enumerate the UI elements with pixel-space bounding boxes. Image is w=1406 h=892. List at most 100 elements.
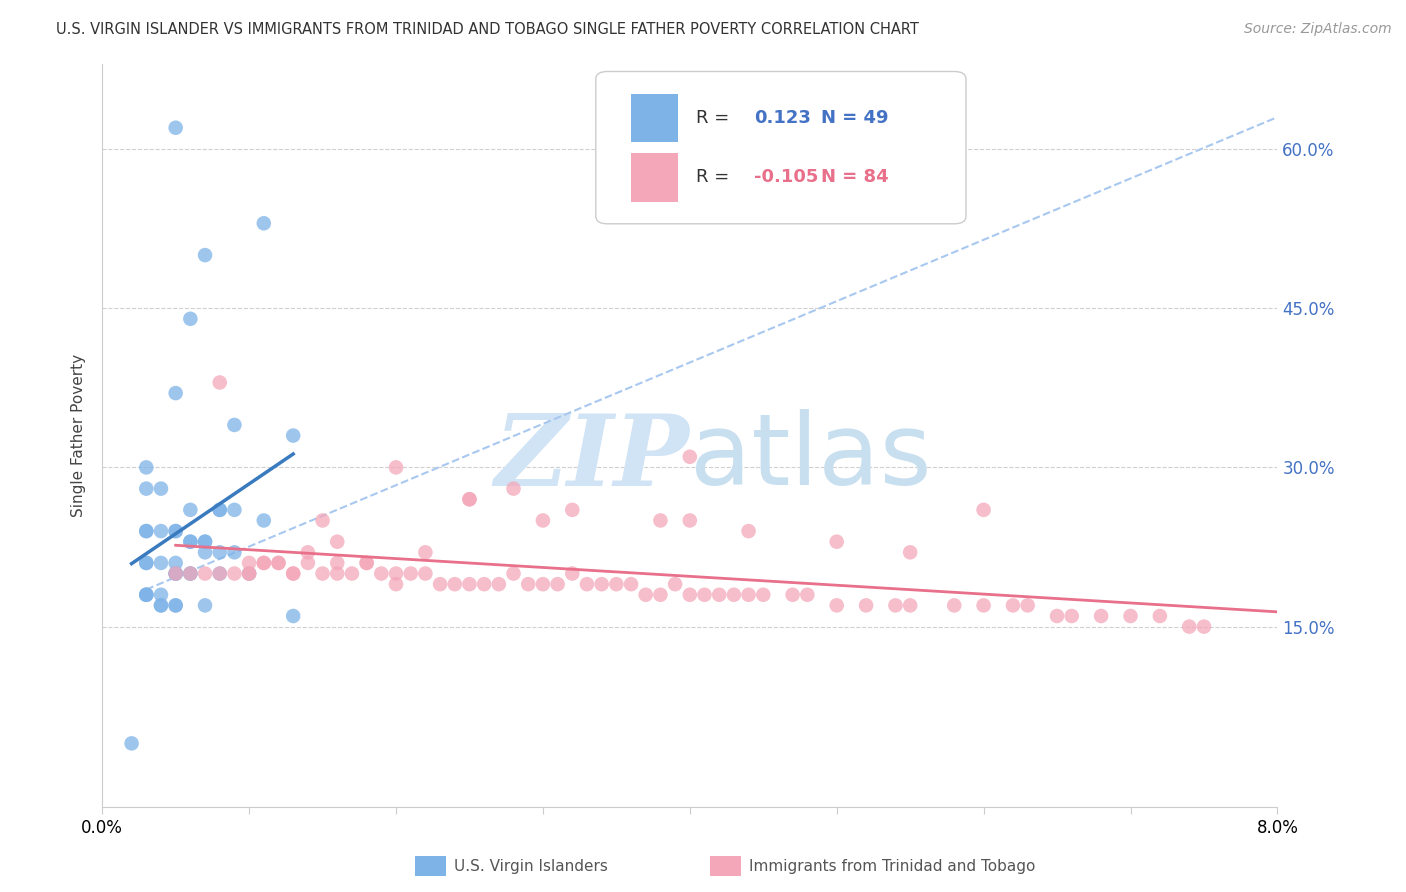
FancyBboxPatch shape	[596, 71, 966, 224]
Point	[1046, 609, 1069, 624]
Point	[429, 577, 451, 591]
Point	[135, 556, 157, 570]
Point	[1060, 609, 1083, 624]
Point	[1192, 619, 1215, 633]
Point	[135, 524, 157, 538]
Point	[311, 566, 333, 581]
Point	[399, 566, 422, 581]
Point	[723, 588, 745, 602]
Point	[135, 588, 157, 602]
Point	[165, 386, 187, 401]
Point	[561, 503, 583, 517]
Text: N = 49: N = 49	[821, 109, 889, 127]
Point	[283, 609, 305, 624]
Point	[415, 566, 437, 581]
Point	[224, 417, 246, 432]
Point	[224, 566, 246, 581]
Point	[973, 599, 995, 613]
Point	[165, 120, 187, 135]
Point	[591, 577, 613, 591]
Y-axis label: Single Father Poverty: Single Father Poverty	[72, 354, 86, 517]
Point	[267, 556, 290, 570]
Point	[165, 566, 187, 581]
Point	[149, 599, 172, 613]
Point	[149, 588, 172, 602]
Point	[385, 460, 408, 475]
Point	[898, 599, 921, 613]
Point	[737, 588, 759, 602]
Point	[370, 566, 392, 581]
Point	[208, 545, 231, 559]
Point	[488, 577, 510, 591]
Point	[194, 545, 217, 559]
Point	[693, 588, 716, 602]
Point	[415, 545, 437, 559]
Point	[311, 513, 333, 527]
Point	[443, 577, 465, 591]
Point	[179, 503, 201, 517]
Point	[1119, 609, 1142, 624]
Point	[517, 577, 540, 591]
Point	[884, 599, 907, 613]
Point	[709, 588, 731, 602]
Point	[898, 545, 921, 559]
Point	[253, 513, 276, 527]
Point	[620, 577, 643, 591]
Point	[561, 566, 583, 581]
Point	[135, 588, 157, 602]
Text: N = 84: N = 84	[821, 168, 889, 186]
Point	[737, 524, 759, 538]
Point	[253, 556, 276, 570]
Point	[283, 566, 305, 581]
Point	[194, 534, 217, 549]
Text: ZIP: ZIP	[495, 409, 690, 506]
Point	[283, 428, 305, 442]
Point	[208, 503, 231, 517]
Point	[340, 566, 363, 581]
Point	[664, 577, 686, 591]
Point	[531, 513, 554, 527]
Point	[165, 556, 187, 570]
Point	[634, 588, 657, 602]
Point	[253, 556, 276, 570]
Point	[752, 588, 775, 602]
Text: -0.105: -0.105	[755, 168, 818, 186]
Point	[356, 556, 378, 570]
Point	[224, 545, 246, 559]
Point	[121, 736, 143, 750]
Point	[179, 566, 201, 581]
Point	[135, 524, 157, 538]
Point	[194, 566, 217, 581]
Point	[208, 376, 231, 390]
Point	[208, 566, 231, 581]
Point	[149, 599, 172, 613]
Point	[238, 556, 260, 570]
Point	[179, 534, 201, 549]
Point	[179, 566, 201, 581]
Point	[135, 460, 157, 475]
Point	[326, 534, 349, 549]
Point	[165, 524, 187, 538]
Point	[458, 577, 481, 591]
Point	[135, 588, 157, 602]
Point	[179, 534, 201, 549]
Point	[679, 588, 702, 602]
Point	[385, 566, 408, 581]
Point	[356, 556, 378, 570]
Point	[267, 556, 290, 570]
FancyBboxPatch shape	[631, 153, 678, 202]
Point	[825, 534, 848, 549]
Point	[502, 566, 524, 581]
Point	[679, 450, 702, 464]
Point	[149, 524, 172, 538]
Point	[782, 588, 804, 602]
Point	[973, 503, 995, 517]
Point	[165, 566, 187, 581]
Point	[531, 577, 554, 591]
Point	[165, 524, 187, 538]
Point	[238, 566, 260, 581]
Point	[165, 599, 187, 613]
Point	[650, 513, 672, 527]
Point	[1178, 619, 1201, 633]
Point	[165, 599, 187, 613]
